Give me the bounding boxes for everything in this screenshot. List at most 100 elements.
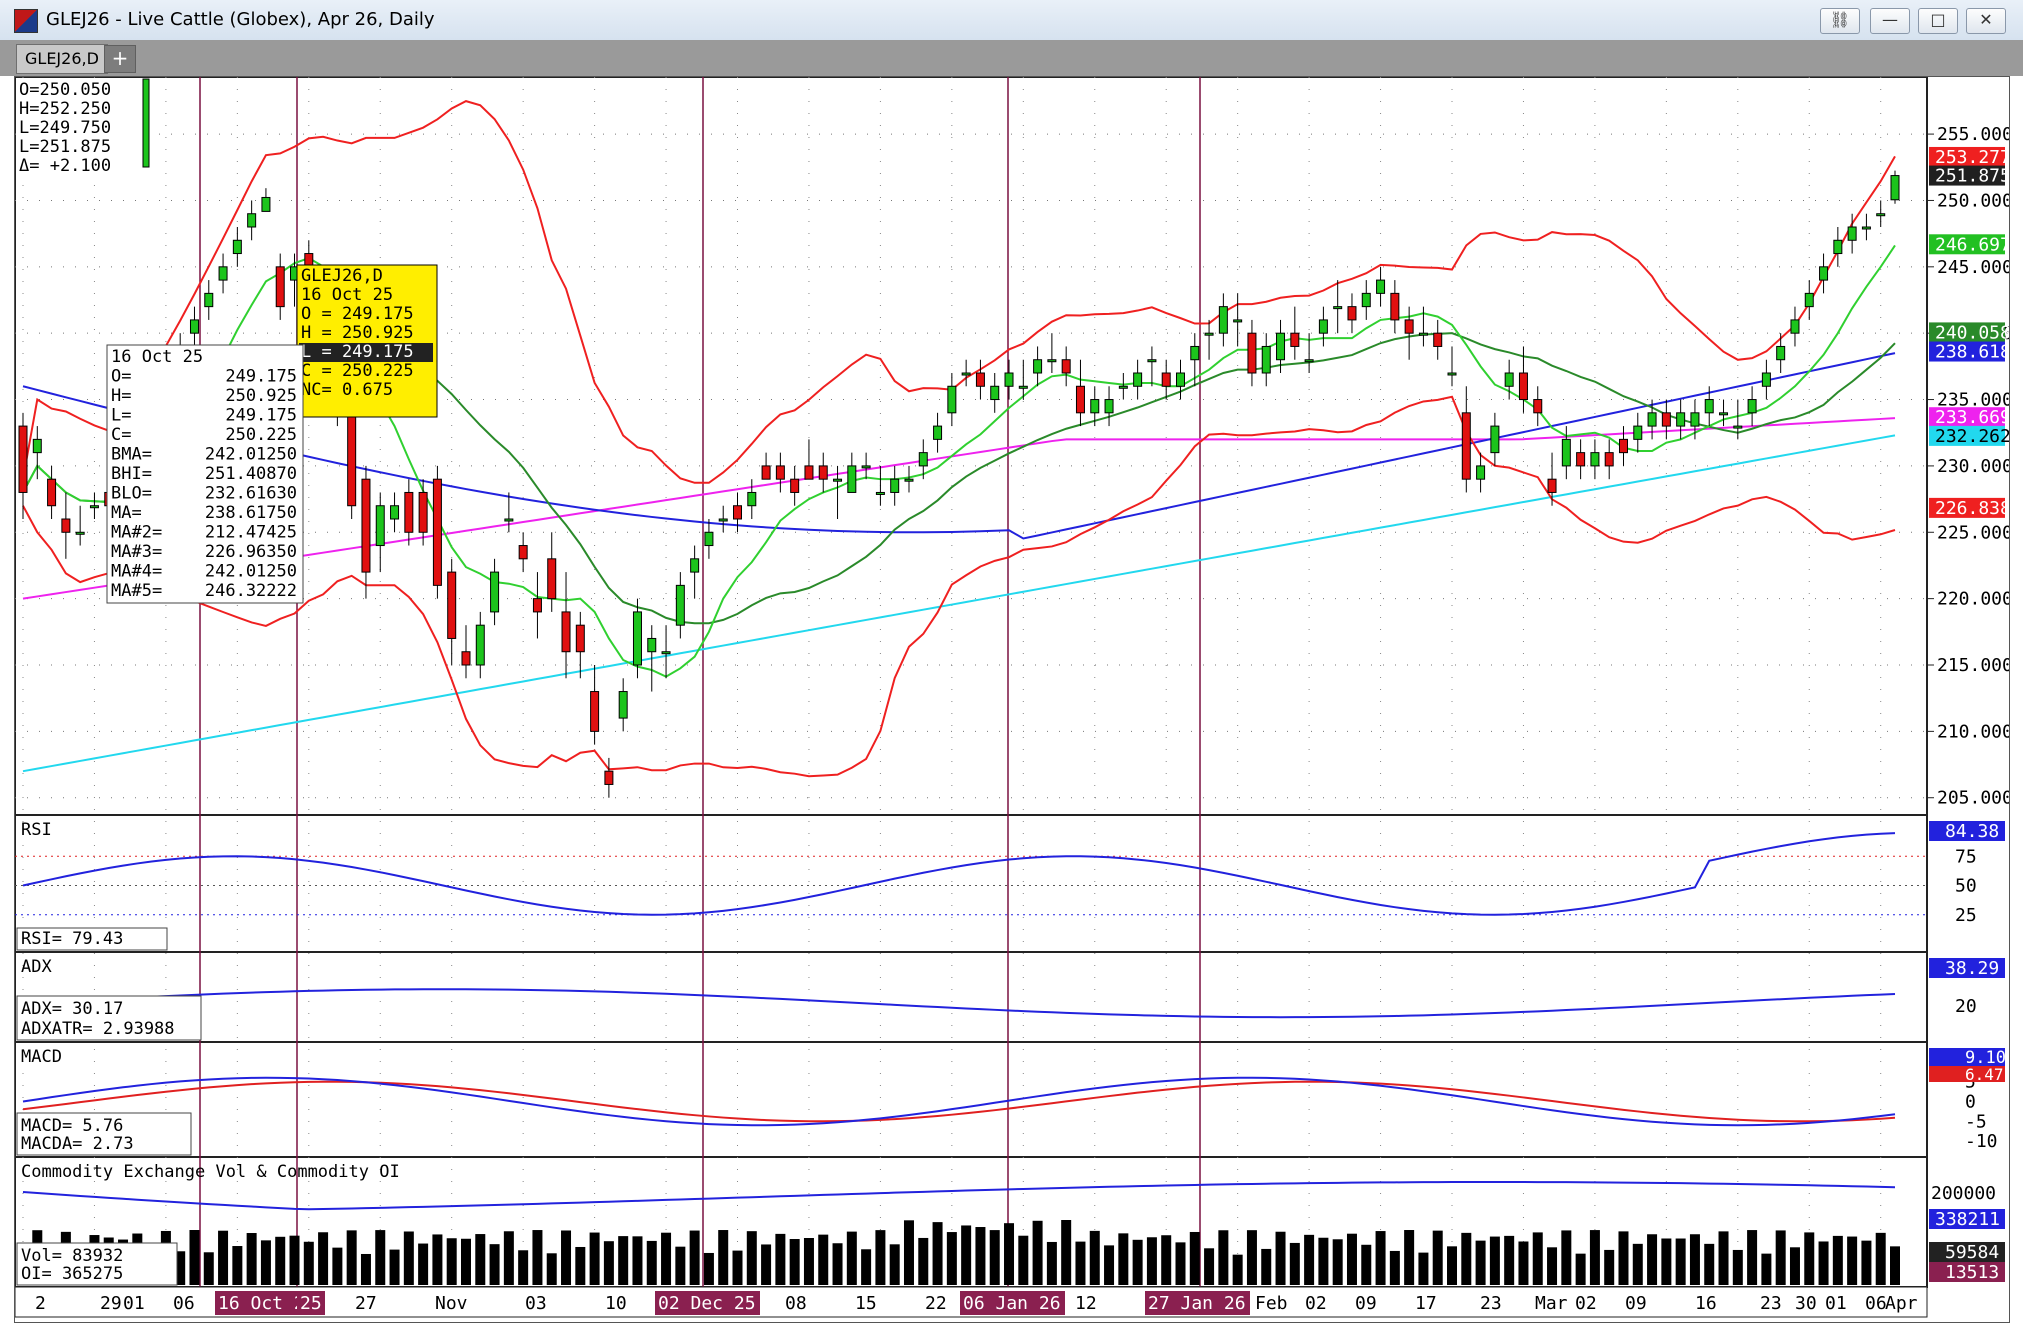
candle-body	[1218, 306, 1228, 334]
tab-bar: GLEJ26,D +	[0, 40, 2023, 76]
vol-tag-label: 59584	[1945, 1242, 1999, 1263]
candle-body	[61, 518, 71, 533]
volume-bar	[1789, 1247, 1800, 1285]
tooltip-white-value: 232.61630	[205, 484, 297, 504]
chart-svg[interactable]: 255.000250.000245.000240.000235.000230.0…	[15, 77, 2009, 1322]
candle-body	[833, 478, 843, 482]
price-tag-label: 251.875	[1935, 166, 2009, 187]
price-tick-label: 205.000	[1937, 788, 2009, 809]
candle-body	[1161, 372, 1171, 387]
chart-area[interactable]: 255.000250.000245.000240.000235.000230.0…	[14, 76, 2010, 1323]
volume-bar	[1504, 1235, 1515, 1285]
candle-body	[75, 531, 85, 535]
candle-body	[361, 478, 371, 573]
price-tag-label: 240.058	[1935, 322, 2009, 343]
candle-body	[475, 624, 485, 666]
volume-bar	[1718, 1231, 1729, 1285]
price-tag	[1929, 425, 2005, 446]
candle-body	[232, 239, 242, 255]
volume-bar	[818, 1234, 829, 1285]
time-label: 2	[35, 1293, 46, 1314]
volume-bar	[1861, 1240, 1872, 1285]
cursor-date-label: 16 Oct 25	[218, 1293, 316, 1314]
volume-bar	[218, 1230, 229, 1285]
candle-body	[1633, 425, 1643, 440]
minimize-button[interactable]: —	[1870, 8, 1910, 34]
candle-body	[1418, 332, 1428, 336]
link-button[interactable]: ⛓	[1820, 8, 1860, 34]
time-label: Feb	[1255, 1293, 1288, 1314]
tooltip-white-value: 249.175	[225, 406, 297, 426]
volume-bar	[832, 1243, 843, 1285]
volume-bar	[732, 1250, 743, 1285]
volume-bar	[1075, 1241, 1086, 1285]
volume-bar	[618, 1236, 629, 1285]
cursor-date-tag	[960, 1291, 1065, 1315]
candle-body	[904, 478, 914, 482]
price-tag-label: 246.697	[1935, 234, 2009, 255]
candle-body	[1676, 412, 1686, 427]
candle-body	[975, 372, 985, 387]
candle-body	[375, 505, 385, 547]
volume-bar	[761, 1244, 772, 1285]
volume-bar	[1875, 1232, 1886, 1285]
cursor-date-label: 02 Dec 25	[658, 1293, 756, 1314]
close-button[interactable]: ✕	[1966, 8, 2006, 34]
time-label: 06	[1865, 1293, 1887, 1314]
candle-body	[47, 478, 57, 507]
time-label: 30	[1795, 1293, 1817, 1314]
cursor-date-tag	[297, 1291, 325, 1315]
candle-body	[1533, 399, 1543, 414]
volume-bar	[303, 1241, 314, 1285]
candle-body	[1547, 478, 1557, 493]
time-label: 22	[925, 1293, 947, 1314]
bollinger-upper-line	[22, 100, 1896, 484]
candle-body	[1590, 452, 1600, 467]
tooltip-white-key: L=	[111, 406, 131, 426]
tooltip-white-key: C=	[111, 425, 131, 445]
candle-body	[1004, 372, 1014, 387]
macd-tick-label: 5	[1965, 1072, 1976, 1093]
vol-tag-3-label: 13513	[1945, 1262, 1999, 1283]
candle-body	[890, 478, 900, 493]
volume-bar	[346, 1230, 357, 1285]
candle-body	[461, 651, 471, 666]
rsi-title: RSI	[21, 820, 52, 840]
tooltip-yellow-line: 16 Oct 25	[301, 285, 393, 305]
volume-bar	[1175, 1242, 1186, 1285]
candle-body	[590, 691, 600, 732]
volume-bar	[518, 1250, 529, 1285]
price-tick-label: 255.000	[1937, 124, 2009, 145]
volume-bar	[789, 1239, 800, 1285]
volume-bar	[175, 1251, 186, 1285]
rsi-tick-label: 75	[1955, 846, 1977, 867]
candle-body	[1719, 412, 1729, 416]
macd-tag-1-label: 9.10	[1965, 1048, 2006, 1068]
tooltip-white-value: 251.40870	[205, 464, 297, 484]
maximize-button[interactable]: □	[1918, 8, 1958, 34]
candle-body	[189, 319, 199, 334]
add-tab-button[interactable]: +	[104, 45, 136, 73]
tooltip-yellow-line: C = 250.225	[301, 361, 414, 381]
volume-bar	[475, 1234, 486, 1285]
volume-bar	[1018, 1235, 1029, 1285]
volume-bar	[846, 1231, 857, 1285]
macd-tick-label: -5	[1965, 1111, 1987, 1132]
candle-body	[1175, 372, 1185, 387]
candle-body	[1561, 438, 1571, 467]
panel-macd	[15, 1041, 1928, 1158]
tooltip-white-key: MA#5=	[111, 581, 162, 601]
adx-readout-1: ADX= 30.17	[21, 999, 123, 1019]
volume-bar	[203, 1252, 214, 1285]
price-tick-label: 235.000	[1937, 390, 2009, 411]
price-tag	[1929, 341, 2005, 362]
tab-glej26[interactable]: GLEJ26,D	[16, 44, 108, 74]
candle-body	[1790, 319, 1800, 334]
candle-body	[1833, 239, 1843, 255]
volume-bar	[1518, 1241, 1529, 1285]
oi-tag-label: 338211	[1935, 1209, 2000, 1230]
rsi-tick-label: 50	[1955, 876, 1977, 897]
price-tag-label: 232.262	[1935, 426, 2009, 447]
volume-bar	[1832, 1235, 1843, 1285]
candle-body	[1404, 319, 1414, 334]
